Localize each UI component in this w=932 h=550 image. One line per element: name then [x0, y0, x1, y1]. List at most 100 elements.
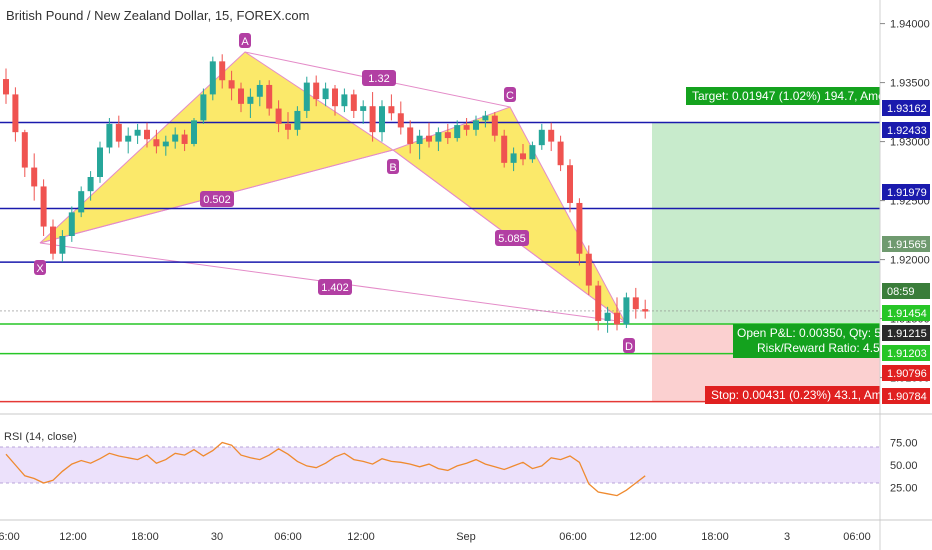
candle-body-27[interactable] — [256, 84, 263, 97]
candle-body-37[interactable] — [350, 94, 357, 111]
candle-body-9[interactable] — [87, 177, 94, 192]
candle-body-32[interactable] — [303, 82, 310, 111]
candle-body-31[interactable] — [294, 110, 301, 130]
candle-body-30[interactable] — [285, 123, 291, 130]
stop-label: Stop: 0.00431 (0.23%) 43.1, Amount — [711, 388, 906, 402]
price-label-box-0 — [882, 100, 930, 116]
candle-body-19[interactable] — [181, 134, 188, 144]
candle-body-15[interactable] — [144, 129, 150, 140]
price-label-box-7 — [882, 345, 930, 361]
candle-body-55[interactable] — [520, 153, 526, 160]
candle-body-48[interactable] — [454, 125, 461, 139]
x-tick-label-1: 12:00 — [59, 531, 87, 543]
candle-body-40[interactable] — [379, 106, 385, 133]
candle-body-58[interactable] — [548, 129, 555, 142]
y-tick-label-0: 1.94000 — [890, 19, 930, 31]
price-label-box-5 — [882, 305, 930, 321]
candle-body-35[interactable] — [332, 88, 338, 107]
candle-body-39[interactable] — [369, 106, 376, 133]
candle-body-56[interactable] — [529, 145, 536, 160]
x-tick-label-2: 18:00 — [131, 531, 159, 543]
candle-body-24[interactable] — [228, 80, 235, 89]
candle-body-50[interactable] — [473, 120, 479, 130]
candle-body-7[interactable] — [68, 212, 75, 236]
candle-body-42[interactable] — [397, 113, 404, 128]
candle-body-60[interactable] — [567, 165, 573, 203]
candle-body-36[interactable] — [341, 94, 348, 107]
pattern-xab-triangle — [39, 51, 395, 244]
candle-body-5[interactable] — [50, 226, 56, 254]
price-label-0: 1.93162 — [887, 103, 927, 115]
candle-body-45[interactable] — [426, 135, 432, 142]
price-label-8: 1.90796 — [887, 368, 927, 380]
candle-body-22[interactable] — [209, 61, 216, 95]
candle-body-67[interactable] — [632, 297, 639, 310]
candle-body-10[interactable] — [97, 147, 103, 178]
candle-body-43[interactable] — [407, 127, 414, 144]
candle-body-26[interactable] — [247, 96, 254, 104]
candle-body-65[interactable] — [614, 312, 620, 325]
ratio-label-0: 0.502 — [203, 194, 231, 206]
candle-body-8[interactable] — [78, 191, 85, 213]
candle-body-29[interactable] — [275, 108, 282, 124]
x-tick-label-7: 06:00 — [559, 531, 587, 543]
candle-body-54[interactable] — [510, 153, 517, 163]
candle-body-6[interactable] — [59, 236, 66, 254]
candle-body-49[interactable] — [463, 125, 470, 130]
candle-body-59[interactable] — [557, 141, 564, 166]
candle-body-12[interactable] — [115, 123, 122, 142]
pattern-point-X-badge — [34, 260, 46, 275]
candle-body-46[interactable] — [435, 132, 442, 142]
candle-body-63[interactable] — [595, 285, 602, 321]
candle-body-41[interactable] — [388, 106, 395, 114]
rsi-line — [5, 441, 646, 497]
candle-body-34[interactable] — [322, 88, 329, 100]
candle-body-28[interactable] — [266, 84, 273, 109]
candle-body-20[interactable] — [191, 120, 197, 144]
candle-body-38[interactable] — [360, 106, 367, 111]
candle-body-53[interactable] — [501, 135, 508, 163]
x-tick-label-11: 06:00 — [843, 531, 871, 543]
candle-body-2[interactable] — [21, 132, 28, 168]
price-label-box-2 — [882, 184, 930, 200]
candle-body-66[interactable] — [623, 297, 630, 325]
pattern-point-A: A — [241, 36, 249, 48]
candle-body-4[interactable] — [40, 186, 47, 227]
price-label-1: 1.92433 — [887, 125, 927, 137]
rsi-band — [0, 447, 880, 483]
candle-body-21[interactable] — [200, 94, 207, 121]
target-label: Target: 0.01947 (1.02%) 194.7, Amount — [692, 89, 902, 103]
y-tick-label-2: 1.93000 — [890, 137, 930, 149]
pattern-point-X: X — [36, 263, 44, 275]
candle-body-11[interactable] — [106, 123, 113, 148]
x-tick-label-8: 12:00 — [629, 531, 657, 543]
candle-body-17[interactable] — [162, 141, 169, 147]
stop-label-box — [705, 386, 880, 404]
candle-body-14[interactable] — [134, 129, 141, 136]
candle-body-44[interactable] — [416, 135, 423, 144]
candle-body-61[interactable] — [576, 202, 583, 254]
candle-body-18[interactable] — [172, 134, 179, 142]
target-zone — [652, 122, 880, 325]
pattern-point-D: D — [625, 341, 633, 353]
candle-body-25[interactable] — [238, 88, 244, 104]
candle-body-23[interactable] — [219, 61, 226, 81]
pnl-label-box — [733, 324, 880, 358]
chart-title: British Pound / New Zealand Dollar, 15, … — [6, 8, 310, 23]
candle-body-33[interactable] — [313, 82, 320, 100]
candle-body-64[interactable] — [604, 312, 611, 321]
candle-body-62[interactable] — [585, 253, 592, 286]
x-tick-label-9: 18:00 — [701, 531, 729, 543]
candle-body-16[interactable] — [153, 139, 160, 147]
rsi-tick-label-2: 25.00 — [890, 483, 918, 495]
candle-body-13[interactable] — [125, 135, 132, 142]
candle-body-3[interactable] — [31, 167, 38, 187]
candle-body-57[interactable] — [538, 129, 545, 146]
candle-body-68[interactable] — [642, 309, 649, 312]
candle-body-0[interactable] — [3, 79, 9, 95]
candle-body-51[interactable] — [482, 115, 489, 121]
candle-body-47[interactable] — [444, 132, 451, 139]
candle-body-1[interactable] — [12, 94, 19, 133]
candle-body-52[interactable] — [491, 115, 498, 136]
